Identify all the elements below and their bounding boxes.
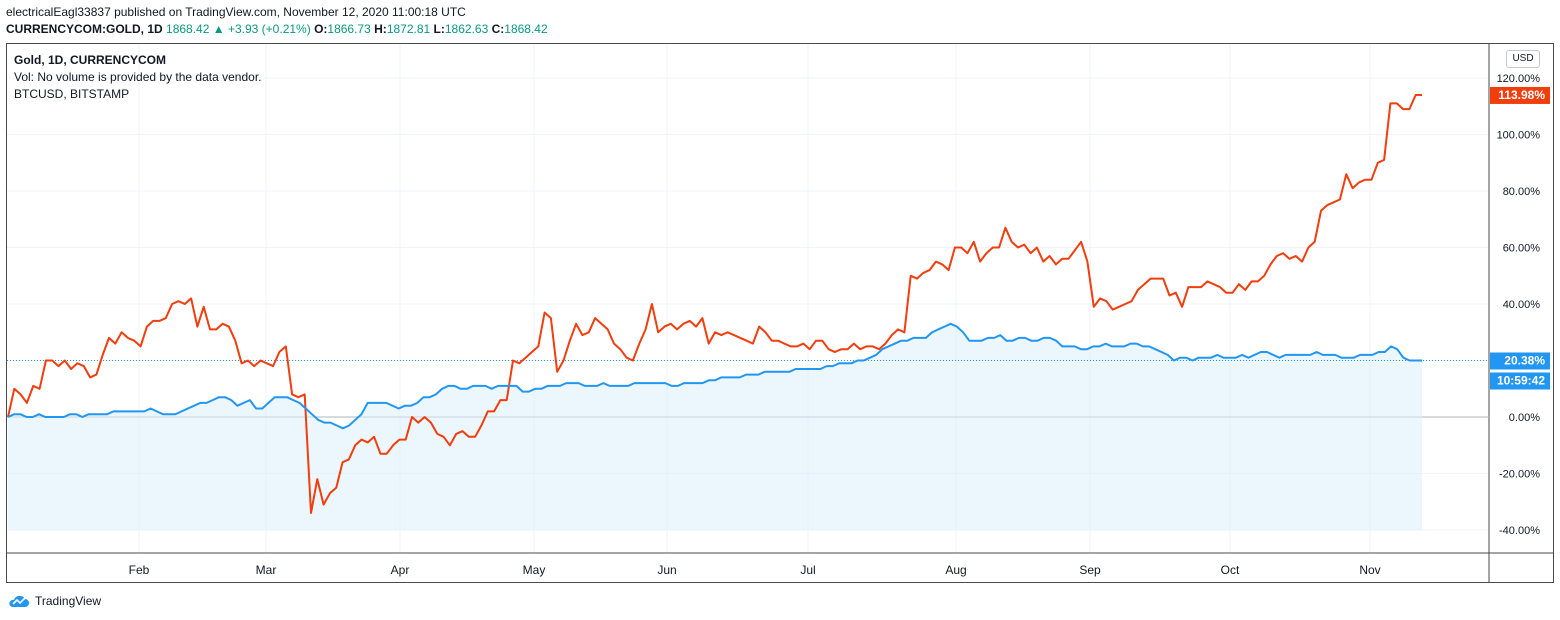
low-label: L: (433, 22, 445, 36)
open-label: O: (314, 22, 328, 36)
legend-compare-series[interactable]: BTCUSD, BITSTAMP (14, 87, 130, 101)
gold-area-fill (8, 323, 1422, 530)
publisher-line: electricalEagl33837 published on Trading… (6, 5, 466, 19)
high-value: 1872.81 (386, 22, 431, 36)
close-value: 1868.42 (504, 22, 548, 36)
symbol-ohlc-line: CURRENCYCOM:GOLD, 1D 1868.42 ▲ +3.93 (+0… (6, 22, 548, 36)
y-tick-label: 60.00% (1503, 243, 1541, 255)
chart-frame[interactable] (6, 43, 1554, 583)
y-tick-label: -20.00% (1499, 469, 1540, 481)
x-tick-label: Jun (657, 563, 676, 577)
x-tick-label: Jul (800, 563, 815, 577)
gold-price-badge-bg (1490, 352, 1550, 370)
low-value: 1862.63 (444, 22, 489, 36)
x-tick-label: Mar (256, 563, 277, 577)
gold-price-badge: 20.38% (1504, 354, 1545, 368)
last-price: 1868.42 (166, 22, 210, 36)
symbol-name[interactable]: CURRENCYCOM:GOLD, 1D (6, 22, 163, 36)
currency-button[interactable]: USD (1506, 50, 1540, 68)
x-tick-label: Aug (945, 563, 966, 577)
y-tick-label: 120.00% (1497, 73, 1541, 85)
y-tick-label: 40.00% (1503, 299, 1541, 311)
btc-price-badge-bg (1490, 86, 1550, 104)
x-tick-label: Apr (391, 563, 410, 577)
tradingview-logo[interactable]: TradingView (8, 594, 101, 608)
x-tick-label: May (523, 563, 546, 577)
x-tick-label: Feb (129, 563, 150, 577)
legend-main-series[interactable]: Gold, 1D, CURRENCYCOM (14, 53, 167, 67)
brand-name: TradingView (35, 594, 102, 608)
price-change: +3.93 (+0.21%) (227, 22, 311, 36)
y-tick-label: 0.00% (1509, 412, 1540, 424)
x-tick-label: Nov (1359, 563, 1380, 577)
gold-series-line[interactable] (7, 322, 1422, 430)
x-tick-label: Sep (1079, 563, 1101, 577)
x-tick-label: Oct (1221, 563, 1240, 577)
btcusd-series-line[interactable] (7, 94, 1422, 514)
cloud-icon (9, 595, 29, 607)
countdown-badge-bg (1490, 372, 1550, 390)
y-tick-label: 80.00% (1503, 186, 1541, 198)
y-tick-label: 100.00% (1497, 130, 1541, 142)
open-value: 1866.73 (327, 22, 371, 36)
close-label: C: (491, 22, 505, 36)
countdown-badge: 10:59:42 (1497, 374, 1545, 388)
high-label: H: (374, 22, 387, 36)
y-tick-label: -40.00% (1499, 525, 1540, 537)
btc-price-badge: 113.98% (1498, 88, 1545, 102)
legend-volume[interactable]: Vol: No volume is provided by the data v… (14, 70, 262, 84)
arrow-up-icon: ▲ (212, 22, 225, 36)
